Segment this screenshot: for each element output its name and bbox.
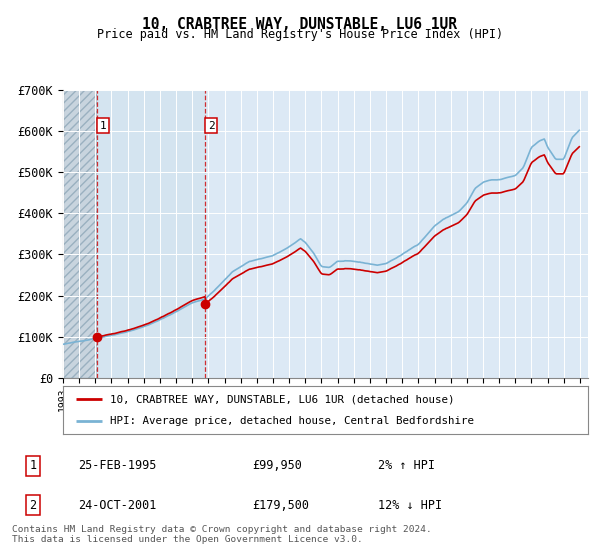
Text: 10, CRABTREE WAY, DUNSTABLE, LU6 1UR: 10, CRABTREE WAY, DUNSTABLE, LU6 1UR [143,17,458,32]
Text: HPI: Average price, detached house, Central Bedfordshire: HPI: Average price, detached house, Cent… [110,416,474,426]
Text: 1: 1 [29,459,37,473]
Text: £179,500: £179,500 [252,498,309,512]
Text: Price paid vs. HM Land Registry's House Price Index (HPI): Price paid vs. HM Land Registry's House … [97,28,503,41]
Text: Contains HM Land Registry data © Crown copyright and database right 2024.
This d: Contains HM Land Registry data © Crown c… [12,525,432,544]
Text: 1: 1 [100,120,106,130]
Text: £99,950: £99,950 [252,459,302,473]
Text: 24-OCT-2001: 24-OCT-2001 [78,498,157,512]
Text: 2% ↑ HPI: 2% ↑ HPI [378,459,435,473]
Text: 10, CRABTREE WAY, DUNSTABLE, LU6 1UR (detached house): 10, CRABTREE WAY, DUNSTABLE, LU6 1UR (de… [110,394,455,404]
Text: 25-FEB-1995: 25-FEB-1995 [78,459,157,473]
Text: 2: 2 [29,498,37,512]
Text: 2: 2 [208,120,214,130]
Bar [97,90,205,378]
Text: 12% ↓ HPI: 12% ↓ HPI [378,498,442,512]
